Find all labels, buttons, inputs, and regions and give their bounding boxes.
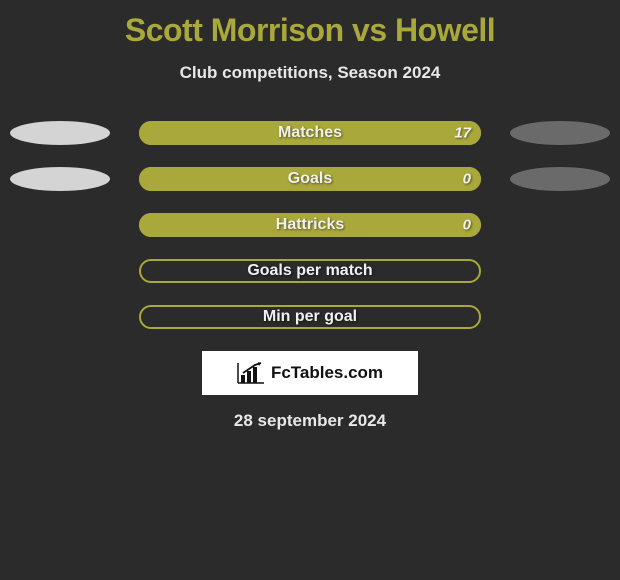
comparison-row: Goals 0 [0, 167, 620, 191]
comparison-container: Scott Morrison vs Howell Club competitio… [0, 0, 620, 431]
stat-bar: Hattricks 0 [139, 213, 481, 237]
comparison-row: Goals per match [0, 259, 620, 283]
stat-label: Hattricks [276, 216, 344, 234]
fctables-logo[interactable]: FcTables.com [202, 351, 418, 395]
left-player-value-ellipse [10, 121, 110, 145]
stat-bar: Matches 17 [139, 121, 481, 145]
stat-bar: Goals 0 [139, 167, 481, 191]
logo-text: FcTables.com [271, 363, 383, 383]
subtitle: Club competitions, Season 2024 [180, 63, 441, 83]
right-player-value-ellipse [510, 167, 610, 191]
stat-right-value: 0 [463, 217, 471, 234]
page-title: Scott Morrison vs Howell [125, 12, 495, 49]
stat-label: Goals [288, 170, 332, 188]
comparison-row: Matches 17 [0, 121, 620, 145]
comparison-row: Hattricks 0 [0, 213, 620, 237]
stat-label: Goals per match [247, 262, 372, 280]
comparison-rows: Matches 17 Goals 0 Hattricks 0 Goals per match… [0, 121, 620, 329]
stat-bar: Goals per match [139, 259, 481, 283]
date-label: 28 september 2024 [234, 411, 386, 431]
stat-right-value: 0 [463, 171, 471, 188]
stat-right-value: 17 [454, 125, 471, 142]
comparison-row: Min per goal [0, 305, 620, 329]
stat-label: Min per goal [263, 308, 357, 326]
stat-bar: Min per goal [139, 305, 481, 329]
bar-chart-icon [237, 362, 265, 384]
left-player-value-ellipse [10, 167, 110, 191]
stat-label: Matches [278, 124, 342, 142]
right-player-value-ellipse [510, 121, 610, 145]
